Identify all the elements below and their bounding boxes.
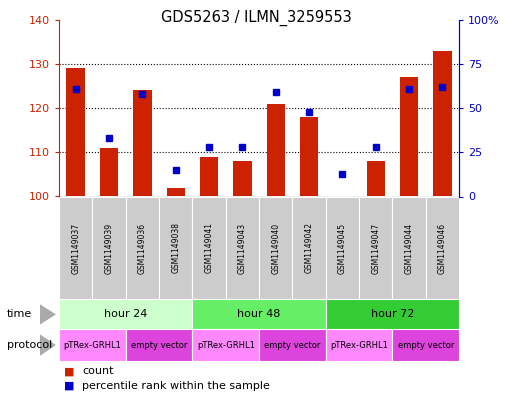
- Text: GSM1149040: GSM1149040: [271, 222, 280, 274]
- Text: GSM1149041: GSM1149041: [205, 222, 213, 274]
- Text: GSM1149037: GSM1149037: [71, 222, 80, 274]
- Text: hour 48: hour 48: [238, 309, 281, 320]
- Text: hour 24: hour 24: [104, 309, 147, 320]
- Text: GSM1149047: GSM1149047: [371, 222, 380, 274]
- Text: pTRex-GRHL1: pTRex-GRHL1: [64, 341, 121, 349]
- Bar: [192, 196, 226, 299]
- Text: GSM1149045: GSM1149045: [338, 222, 347, 274]
- Text: time: time: [7, 309, 32, 320]
- Text: protocol: protocol: [7, 340, 52, 350]
- Polygon shape: [40, 304, 56, 325]
- Text: count: count: [82, 366, 113, 376]
- Bar: [59, 329, 126, 361]
- Bar: [126, 329, 192, 361]
- Bar: [326, 196, 359, 299]
- Bar: [59, 196, 92, 299]
- Bar: [59, 299, 192, 329]
- Bar: [426, 196, 459, 299]
- Bar: [292, 196, 326, 299]
- Text: empty vector: empty vector: [131, 341, 187, 349]
- Text: GSM1149039: GSM1149039: [105, 222, 113, 274]
- Bar: [192, 299, 326, 329]
- Text: GSM1149038: GSM1149038: [171, 222, 180, 274]
- Text: percentile rank within the sample: percentile rank within the sample: [82, 381, 270, 391]
- Bar: [67, 68, 85, 196]
- Text: pTRex-GRHL1: pTRex-GRHL1: [330, 341, 388, 349]
- Bar: [226, 196, 259, 299]
- Bar: [326, 299, 459, 329]
- Text: GSM1149036: GSM1149036: [138, 222, 147, 274]
- Bar: [267, 104, 285, 196]
- Bar: [126, 196, 159, 299]
- Text: empty vector: empty vector: [398, 341, 454, 349]
- Bar: [326, 329, 392, 361]
- Bar: [233, 161, 251, 196]
- Bar: [400, 77, 418, 196]
- Bar: [300, 117, 318, 196]
- Bar: [159, 196, 192, 299]
- Text: ■: ■: [64, 381, 74, 391]
- Bar: [392, 329, 459, 361]
- Bar: [200, 157, 218, 196]
- Text: GSM1149044: GSM1149044: [405, 222, 413, 274]
- Bar: [192, 329, 259, 361]
- Bar: [100, 148, 118, 196]
- Bar: [359, 196, 392, 299]
- Text: hour 72: hour 72: [371, 309, 414, 320]
- Polygon shape: [40, 334, 56, 356]
- Bar: [167, 187, 185, 196]
- Text: GSM1149042: GSM1149042: [305, 222, 313, 274]
- Bar: [133, 90, 151, 196]
- Bar: [392, 196, 426, 299]
- Text: GSM1149046: GSM1149046: [438, 222, 447, 274]
- Text: GDS5263 / ILMN_3259553: GDS5263 / ILMN_3259553: [161, 10, 352, 26]
- Text: pTRex-GRHL1: pTRex-GRHL1: [197, 341, 254, 349]
- Text: GSM1149043: GSM1149043: [238, 222, 247, 274]
- Bar: [92, 196, 126, 299]
- Bar: [259, 329, 326, 361]
- Bar: [367, 161, 385, 196]
- Text: empty vector: empty vector: [264, 341, 321, 349]
- Bar: [433, 51, 451, 196]
- Bar: [259, 196, 292, 299]
- Text: ■: ■: [64, 366, 74, 376]
